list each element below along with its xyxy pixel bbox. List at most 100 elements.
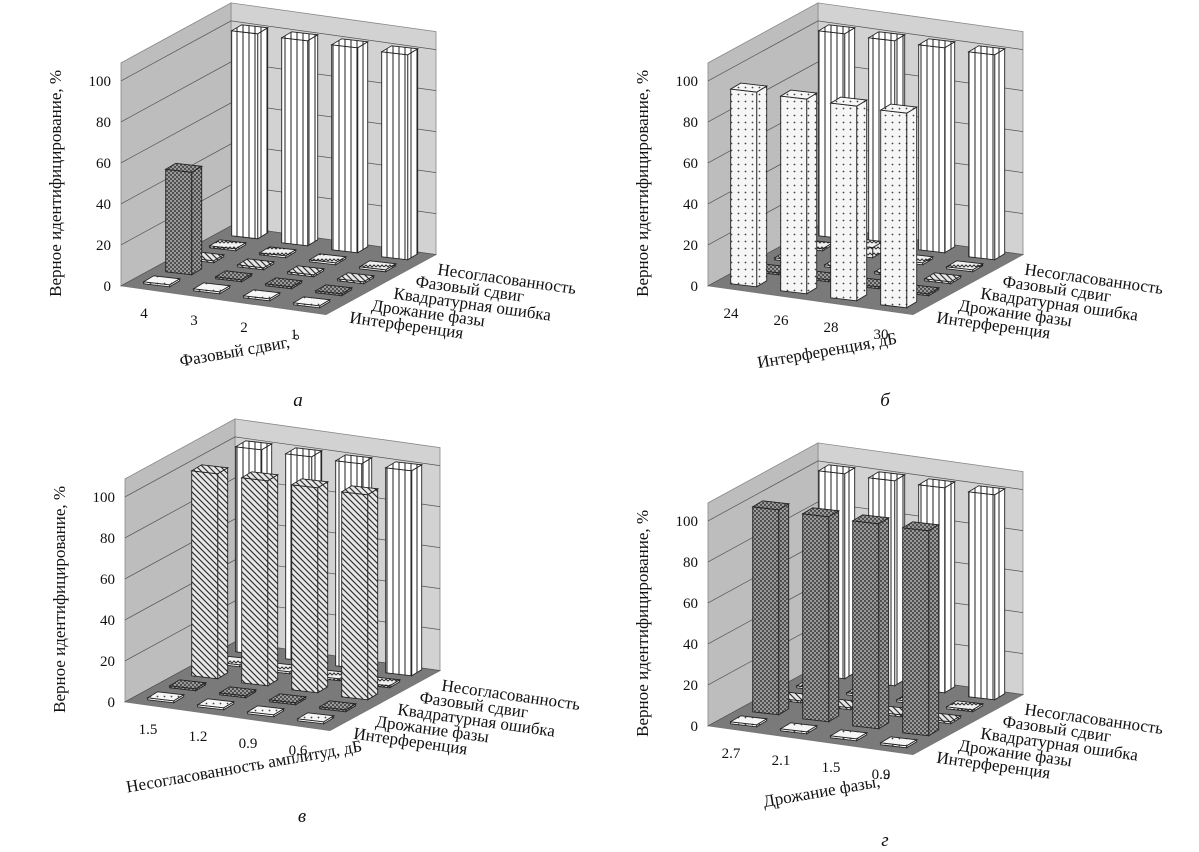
bar-side [217, 467, 229, 680]
bar-front [968, 491, 996, 701]
bar-side [407, 48, 419, 261]
bar-front [165, 168, 193, 276]
bar [384, 461, 424, 677]
y-tick-label: 20 [100, 654, 115, 670]
bar-side [317, 481, 329, 694]
bar-top [296, 712, 336, 723]
y-tick-label: 80 [683, 555, 698, 571]
y-tick-label: 20 [683, 678, 698, 694]
bar-top [917, 478, 957, 489]
bar-front [968, 51, 996, 261]
y-tick-label: 60 [100, 572, 115, 588]
x-tick-label: 2 [240, 320, 248, 336]
x-axis-title: Фазовый сдвиг, ° [178, 330, 302, 370]
bar-top [729, 82, 769, 93]
bar-front [331, 44, 359, 254]
bar-top [214, 270, 254, 281]
bar-top [879, 103, 919, 114]
bar-front [385, 467, 413, 677]
bar [318, 700, 358, 713]
bar-top [290, 478, 330, 489]
y-tick-label: 60 [683, 596, 698, 612]
bar-front [730, 88, 758, 288]
y-axis-title: Верное идентифицирование, % [633, 70, 652, 297]
bar-top [384, 461, 424, 472]
bar-top [729, 715, 769, 726]
bar [779, 89, 819, 295]
bar [340, 485, 380, 701]
bar [218, 686, 258, 699]
panel-letter-a: а [293, 390, 303, 411]
y-axis-title: Верное идентифицирование, % [50, 486, 69, 713]
bar-top [751, 500, 791, 511]
gridline [707, 20, 1024, 82]
bar [286, 265, 326, 278]
bar-top [284, 447, 324, 458]
bar [801, 507, 841, 723]
bar [330, 38, 370, 254]
bar-front [830, 102, 858, 302]
bar [380, 45, 420, 261]
bar-top [945, 260, 985, 271]
x-tick-label: 2.1 [772, 753, 791, 769]
bar [879, 736, 919, 749]
bar [292, 296, 332, 309]
bar [230, 24, 270, 240]
bar-top [308, 253, 348, 264]
x-tick-label: 1.2 [189, 729, 208, 745]
bar-side [878, 517, 890, 730]
bar-top [851, 514, 891, 525]
bar-side [806, 92, 818, 295]
bar [168, 679, 208, 692]
x-tick-label: 0.9 [872, 767, 891, 783]
bar-top [358, 260, 398, 271]
bar-front [802, 513, 830, 723]
bar-top [330, 38, 370, 49]
x-tick-label: 0.9 [239, 736, 258, 752]
y-tick-label: 40 [683, 637, 698, 653]
bar-top [164, 162, 204, 173]
bar [358, 260, 398, 273]
bar-top [230, 24, 270, 35]
bar [851, 514, 891, 730]
bar-side [411, 464, 423, 677]
bar-top [867, 471, 907, 482]
bar-side [906, 106, 918, 309]
x-tick-label: 3 [190, 313, 198, 329]
x-tick-label: 0.6 [289, 743, 308, 759]
bar-top [340, 485, 380, 496]
bar-front [752, 506, 780, 716]
bar-top [286, 265, 326, 276]
bar-side [944, 481, 956, 694]
bar [967, 485, 1007, 701]
bar-top [801, 507, 841, 518]
bar-front [852, 520, 880, 730]
bar-top [142, 275, 182, 286]
bar-top [268, 693, 308, 704]
bar-top [314, 284, 354, 295]
bar-front [902, 527, 930, 737]
gridline [707, 460, 1024, 522]
y-tick-label: 0 [691, 279, 699, 295]
bar [901, 521, 941, 737]
y-tick-label: 20 [96, 238, 111, 254]
x-tick-label: 24 [724, 306, 740, 322]
bar [214, 270, 254, 283]
bar-top [945, 700, 985, 711]
bar-side [994, 488, 1006, 701]
y-tick-label: 40 [96, 197, 111, 213]
bar [729, 82, 769, 288]
y-tick-label: 100 [89, 74, 112, 90]
bar [729, 715, 769, 728]
bar-top [817, 464, 857, 475]
bar-side [828, 510, 840, 723]
bar [336, 272, 376, 285]
y-tick-label: 0 [104, 279, 112, 295]
bar-side [994, 48, 1006, 261]
bar-top [280, 31, 320, 42]
x-axis-title: Дрожание фазы, ° [762, 770, 893, 811]
